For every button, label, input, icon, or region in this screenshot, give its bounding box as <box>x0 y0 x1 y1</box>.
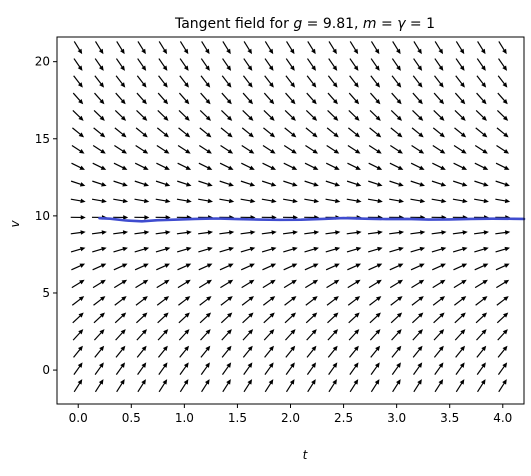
x-tick-label: 1.5 <box>228 411 247 425</box>
x-tick-label: 3.5 <box>440 411 459 425</box>
y-tick-label: 0 <box>42 363 50 377</box>
chart-title: Tangent field for g = 9.81, m = γ = 1 <box>174 16 435 32</box>
y-tick-label: 15 <box>35 132 50 146</box>
x-tick-label: 4.0 <box>493 411 512 425</box>
x-tick-label: 0.0 <box>69 411 88 425</box>
y-axis-label: v <box>8 220 22 228</box>
y-tick-label: 10 <box>35 209 50 223</box>
y-tick-label: 20 <box>35 55 50 69</box>
x-tick-label: 1.0 <box>175 411 194 425</box>
x-tick-label: 3.0 <box>387 411 406 425</box>
x-tick-label: 2.5 <box>334 411 353 425</box>
x-tick-label: 0.5 <box>122 411 141 425</box>
y-tick-label: 5 <box>42 286 50 300</box>
x-tick-label: 2.0 <box>281 411 300 425</box>
